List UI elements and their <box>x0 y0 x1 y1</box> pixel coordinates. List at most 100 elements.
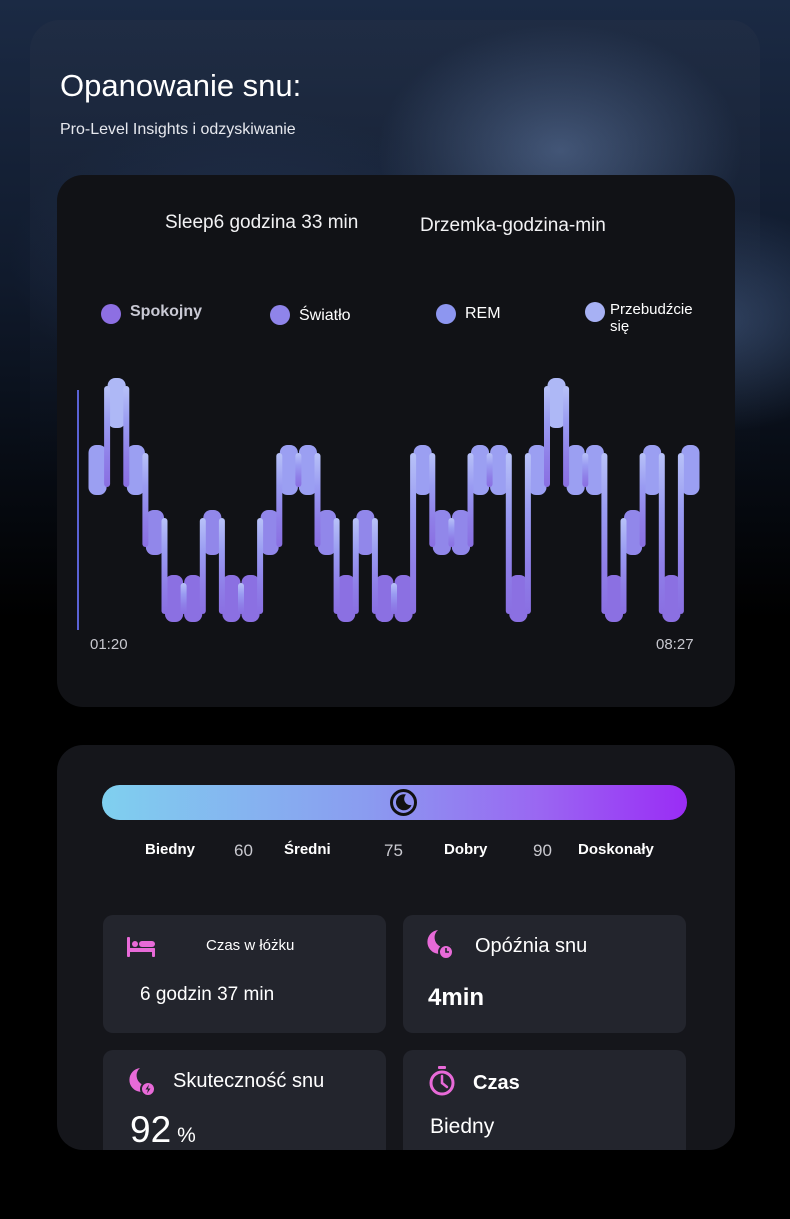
legend-dot-rem <box>436 304 456 324</box>
stage-bar <box>585 445 604 495</box>
stage-transition <box>391 583 397 614</box>
stage-transition <box>104 386 111 487</box>
stage-bar <box>241 575 260 622</box>
stage-bar <box>451 510 470 555</box>
metric-sleep-latency: Opóźnia snu 4min <box>403 915 686 1033</box>
stage-transition <box>123 386 130 487</box>
scale-label-poor: Biedny <box>145 841 196 858</box>
chart-end-time: 08:27 <box>656 636 694 653</box>
sleep-duration-text: Sleep6 godzina 33 min <box>165 212 359 233</box>
metric-value-sleep-efficiency: 92% <box>130 1109 196 1151</box>
stage-transition <box>486 453 493 487</box>
stage-transition <box>677 453 684 614</box>
stage-transition <box>161 518 168 614</box>
scale-number-75: 75 <box>384 841 403 860</box>
stage-transition <box>199 518 206 614</box>
stage-bar <box>528 445 547 495</box>
stage-bar <box>356 510 375 555</box>
stage-transition <box>658 453 665 614</box>
legend-item-deep: Spokojny <box>101 303 202 324</box>
stage-transition <box>314 453 321 547</box>
stage-transition <box>429 453 436 547</box>
legend-dot-deep <box>101 304 121 324</box>
legend-item-awake: Przebudźcie się <box>585 301 693 335</box>
page-subtitle: Pro-Level Insights i odzyskiwanie <box>60 121 296 138</box>
metric-label-timing: Czas <box>473 1072 520 1094</box>
sleep-score-bar <box>102 785 687 820</box>
stage-transition <box>563 386 570 487</box>
stage-transition <box>505 453 512 614</box>
moon-icon <box>390 789 417 816</box>
stage-bar <box>126 445 145 495</box>
stage-bar <box>547 378 566 428</box>
stage-bar <box>184 575 203 622</box>
scale-label-good: Dobry <box>444 841 488 858</box>
stage-transition <box>371 518 378 614</box>
legend-label-deep: Spokojny <box>130 303 203 320</box>
stage-bar <box>681 445 700 495</box>
legend-dot-awake <box>585 302 605 322</box>
moon-bolt-icon <box>129 1068 156 1097</box>
stage-bar <box>394 575 413 622</box>
stage-bar <box>471 445 490 495</box>
stage-transition <box>639 453 646 547</box>
stage-bar <box>604 575 623 622</box>
stage-transition <box>180 583 187 614</box>
stage-bar <box>413 445 432 495</box>
stage-transition <box>582 453 589 487</box>
stage-bar <box>145 510 164 555</box>
metric-label-sleep-latency: Opóźnia snu <box>475 935 588 957</box>
metric-timing: Czas Biedny <box>403 1050 686 1150</box>
legend-label-rem: REM <box>465 305 501 322</box>
metric-value-timing: Biedny <box>430 1115 495 1138</box>
stage-bar <box>566 445 585 495</box>
nap-duration-text: Drzemka-godzina-min <box>420 215 606 236</box>
scale-number-60: 60 <box>234 841 253 860</box>
legend-item-rem: REM <box>436 303 501 324</box>
moon-clock-icon <box>427 930 454 960</box>
stage-bar <box>88 445 107 495</box>
bed-icon <box>127 937 155 957</box>
metric-value-time-in-bed: 6 godzin 37 min <box>140 984 275 1005</box>
stage-transition <box>620 518 627 614</box>
stage-transition <box>333 518 340 614</box>
stage-bar <box>222 575 241 622</box>
stage-transition <box>352 518 359 614</box>
efficiency-unit: % <box>177 1124 196 1147</box>
stage-bar <box>298 445 317 495</box>
stage-transition <box>295 453 302 487</box>
stage-bar <box>203 510 222 555</box>
stage-transition <box>467 453 474 547</box>
stage-bar <box>643 445 662 495</box>
stage-transition <box>218 518 225 614</box>
scale-label-excellent: Doskonały <box>578 841 654 858</box>
legend-label-awake: Przebudźcie się <box>610 301 693 335</box>
stage-bar <box>337 575 356 622</box>
legend-label-light: Światło <box>299 307 351 324</box>
metric-label-sleep-efficiency: Skuteczność snu <box>173 1070 325 1092</box>
stage-transition <box>524 453 531 614</box>
chart-start-time: 01:20 <box>90 636 128 653</box>
stage-bars <box>88 378 700 622</box>
stage-transition <box>238 583 244 614</box>
efficiency-number: 92 <box>130 1109 172 1150</box>
stage-transition <box>448 518 455 547</box>
stage-transition <box>601 453 608 614</box>
page-title: Opanowanie snu: <box>60 68 302 103</box>
stage-transition <box>410 453 417 614</box>
legend-dot-light <box>270 305 290 325</box>
legend-item-light: Światło <box>270 304 351 325</box>
scale-label-average: Średni <box>284 841 331 858</box>
stage-bar <box>165 575 184 622</box>
metric-time-in-bed: Czas w łóżku 6 godzin 37 min <box>103 915 386 1033</box>
stage-bar <box>279 445 298 495</box>
stage-bar <box>662 575 681 622</box>
stage-bar <box>624 510 643 555</box>
stage-transition <box>142 453 149 547</box>
stage-bar <box>318 510 337 555</box>
stage-bar <box>490 445 509 495</box>
stage-transition <box>257 518 264 614</box>
stage-bar <box>260 510 279 555</box>
stage-transition <box>544 386 550 487</box>
stage-bar <box>509 575 528 622</box>
